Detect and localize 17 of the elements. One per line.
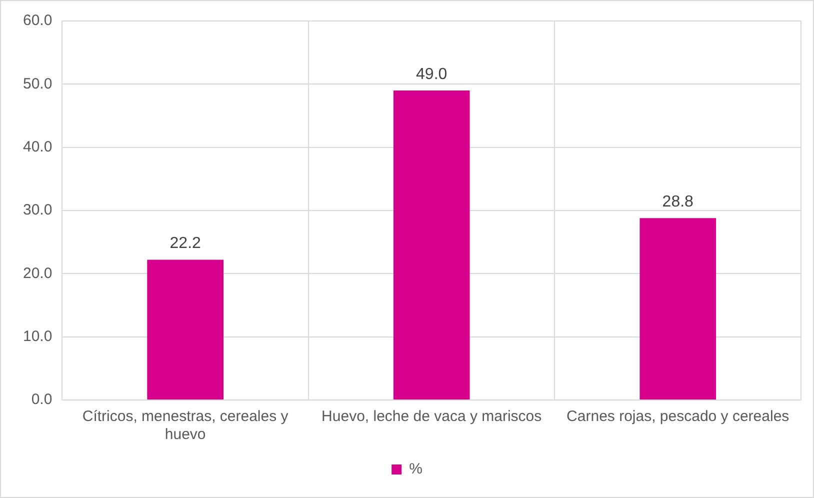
bar	[147, 260, 224, 400]
data-label: 28.8	[662, 193, 694, 210]
x-tick-label: Carnes rojas, pescado y cereales	[566, 408, 790, 426]
data-label: 49.0	[416, 66, 448, 83]
y-tick-label: 0.0	[31, 391, 52, 408]
x-tick-label: Cítricos, menestras, cereales y huevo	[82, 408, 289, 444]
x-tick-label: Huevo, leche de vaca y mariscos	[322, 408, 542, 426]
y-tick-label: 50.0	[22, 75, 52, 92]
y-tick-label: 10.0	[22, 328, 52, 345]
y-tick-label: 20.0	[22, 264, 52, 282]
bar	[393, 90, 470, 400]
legend-label: %	[409, 460, 422, 478]
y-tick-label: 60.0	[22, 12, 52, 30]
y-tick-label: 30.0	[22, 202, 52, 219]
bar	[640, 218, 716, 400]
data-label: 22.2	[170, 235, 201, 252]
y-tick-label: 40.0	[22, 138, 52, 156]
